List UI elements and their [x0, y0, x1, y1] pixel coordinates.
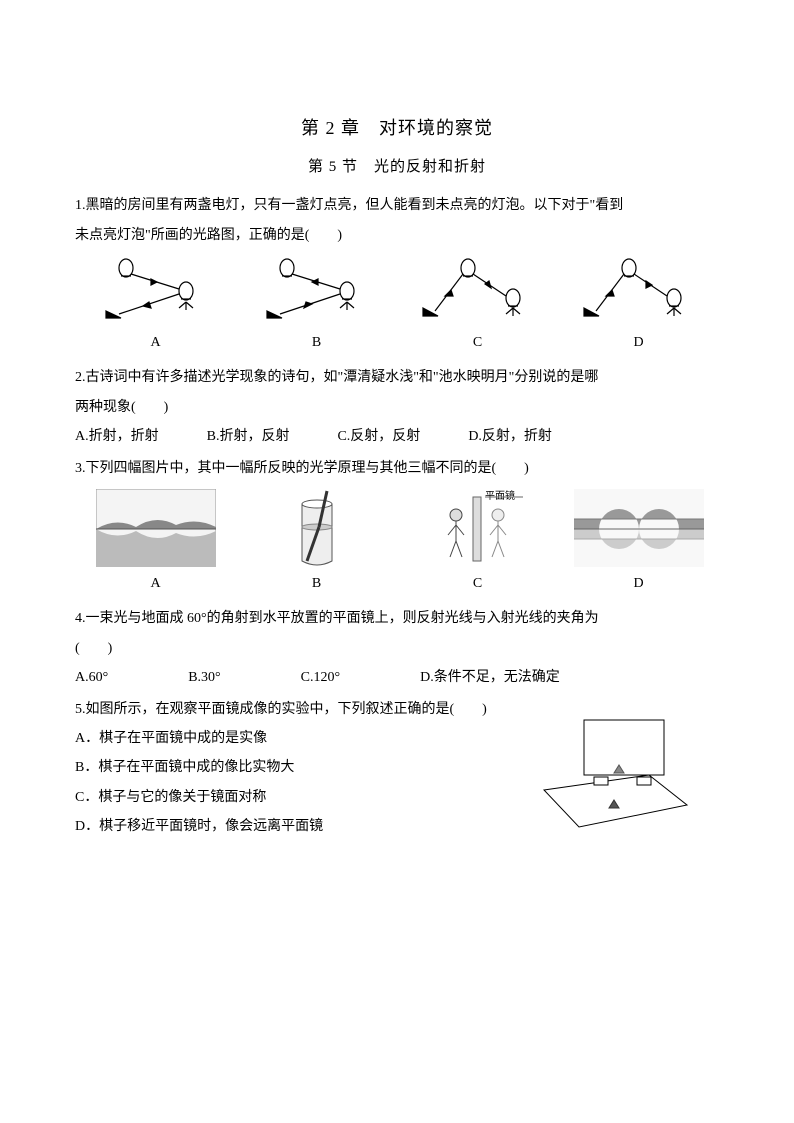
- question-4: 4.一束光与地面成 60°的角射到水平放置的平面镜上，则反射光线与入射光线的夹角…: [75, 604, 719, 692]
- section-title: 第 5 节 光的反射和折射: [75, 152, 719, 184]
- q4-option-b: B.30°: [188, 663, 220, 692]
- q3-label-d: D: [558, 569, 719, 598]
- q3-image-row: 平面镜: [75, 489, 719, 567]
- q4-line1: 4.一束光与地面成 60°的角射到水平放置的平面镜上，则反射光线与入射光线的夹角…: [75, 604, 719, 633]
- q1-svg-d: [574, 256, 704, 326]
- chapter-title: 第 2 章 对环境的察觉: [75, 110, 719, 148]
- q2-option-d: D.反射，折射: [468, 422, 552, 451]
- q1-diagram-a: [75, 256, 236, 326]
- question-3: 3.下列四幅图片中，其中一幅所反映的光学原理与其他三幅不同的是( ): [75, 454, 719, 599]
- q1-label-b: B: [236, 328, 397, 357]
- q1-diagram-d: [558, 256, 719, 326]
- q2-option-a: A.折射，折射: [75, 422, 159, 451]
- q5-figure: [539, 715, 689, 846]
- q1-line1: 1.黑暗的房间里有两盏电灯，只有一盏灯点亮，但人能看到未点亮的灯泡。以下对于"看…: [75, 191, 719, 220]
- q4-option-c: C.120°: [301, 663, 340, 692]
- q2-line2: 两种现象( ): [75, 393, 719, 422]
- q3-img-d: [558, 489, 719, 567]
- q3-c-mirror-label: 平面镜: [485, 489, 515, 502]
- q3-img-b: [236, 489, 397, 567]
- question-2: 2.古诗词中有许多描述光学现象的诗句，如"潭清疑水浅"和"池水映明月"分别说的是…: [75, 363, 719, 451]
- q5-svg: [539, 715, 689, 835]
- q1-line2: 未点亮灯泡"所画的光路图，正确的是( ): [75, 221, 719, 250]
- q3-label-a: A: [75, 569, 236, 598]
- q1-diagram-b: [236, 256, 397, 326]
- q3-label-b: B: [236, 569, 397, 598]
- q4-line2: ( ): [75, 634, 719, 663]
- q1-diagram-c: [397, 256, 558, 326]
- q1-label-c: C: [397, 328, 558, 357]
- q3-svg-c: 平面镜: [423, 489, 533, 567]
- q1-label-d: D: [558, 328, 719, 357]
- question-1: 1.黑暗的房间里有两盏电灯，只有一盏灯点亮，但人能看到未点亮的灯泡。以下对于"看…: [75, 191, 719, 357]
- q3-svg-b: [272, 489, 362, 567]
- question-5: 5.如图所示，在观察平面镜成像的实验中，下列叙述正确的是( ) A．棋子在平面镜…: [75, 695, 719, 842]
- q2-option-c: C.反射，反射: [337, 422, 420, 451]
- q3-img-a: [75, 489, 236, 567]
- q1-svg-c: [413, 256, 543, 326]
- q1-svg-b: [252, 256, 382, 326]
- q3-text: 3.下列四幅图片中，其中一幅所反映的光学原理与其他三幅不同的是( ): [75, 454, 719, 483]
- q3-svg-a: [96, 489, 216, 567]
- q2-line1: 2.古诗词中有许多描述光学现象的诗句，如"潭清疑水浅"和"池水映明月"分别说的是…: [75, 363, 719, 392]
- q4-option-a: A.60°: [75, 663, 108, 692]
- q4-options: A.60° B.30° C.120° D.条件不足，无法确定: [75, 663, 719, 692]
- q3-svg-d: [574, 489, 704, 567]
- page: 第 2 章 对环境的察觉 第 5 节 光的反射和折射 1.黑暗的房间里有两盏电灯…: [0, 0, 794, 904]
- q1-diagram-row: [75, 256, 719, 326]
- q3-label-c: C: [397, 569, 558, 598]
- q1-label-a: A: [75, 328, 236, 357]
- q2-option-b: B.折射，反射: [207, 422, 290, 451]
- q1-svg-a: [91, 256, 221, 326]
- q1-label-row: A B C D: [75, 328, 719, 357]
- q3-img-c: 平面镜: [397, 489, 558, 567]
- q2-options: A.折射，折射 B.折射，反射 C.反射，反射 D.反射，折射: [75, 422, 719, 451]
- q3-label-row: A B C D: [75, 569, 719, 598]
- q4-option-d: D.条件不足，无法确定: [420, 663, 560, 692]
